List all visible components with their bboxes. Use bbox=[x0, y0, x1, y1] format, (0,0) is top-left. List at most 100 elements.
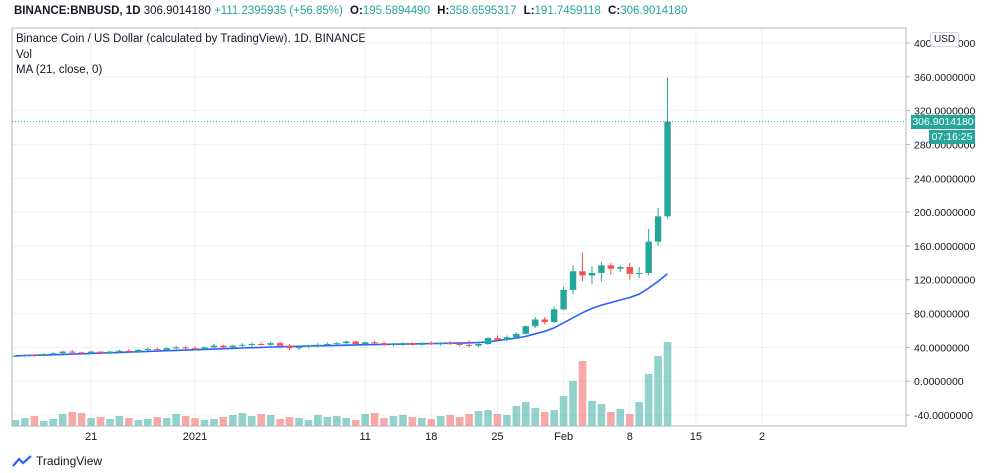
candle-body bbox=[163, 348, 170, 350]
high-value: 358.6595317 bbox=[449, 5, 517, 17]
tradingview-brand[interactable]: TradingView bbox=[12, 454, 102, 468]
volume-bar bbox=[210, 419, 218, 426]
candle-body bbox=[598, 265, 605, 273]
chart-frame bbox=[11, 27, 907, 427]
candle-body bbox=[456, 343, 463, 345]
volume-bar bbox=[446, 415, 454, 426]
candle-body bbox=[645, 241, 652, 273]
chart-title: Binance Coin / US Dollar (calculated by … bbox=[16, 33, 367, 45]
volume-bar bbox=[380, 418, 388, 426]
volume-bar bbox=[229, 415, 237, 426]
volume-bar bbox=[503, 415, 511, 426]
volume-bar bbox=[531, 408, 540, 426]
volume-bar bbox=[219, 417, 228, 426]
volume-bar bbox=[247, 416, 256, 426]
candle-body bbox=[636, 272, 643, 274]
brand-name: TradingView bbox=[36, 454, 103, 468]
y-tick-label: 120.0000000 bbox=[914, 275, 975, 287]
candle-body bbox=[31, 354, 38, 356]
volume-bar bbox=[58, 414, 67, 426]
volume-bar bbox=[654, 356, 662, 426]
volume-bar bbox=[616, 409, 625, 426]
volume-bar bbox=[389, 416, 398, 426]
volume-bar bbox=[125, 418, 133, 426]
volume-bar bbox=[588, 401, 596, 426]
volume-bar bbox=[11, 420, 20, 426]
candle-body bbox=[21, 354, 29, 356]
y-tick-label: 200.0000000 bbox=[914, 207, 975, 219]
y-tick-label: 240.0000000 bbox=[914, 173, 975, 185]
candle-body bbox=[588, 272, 596, 276]
volume-bar bbox=[40, 421, 48, 426]
volume-bar bbox=[87, 418, 95, 426]
volume-bar bbox=[465, 414, 473, 426]
candle-body bbox=[626, 267, 633, 274]
candle-body bbox=[361, 342, 369, 344]
volume-legend[interactable]: Vol bbox=[16, 49, 32, 61]
open-value: 195.5894490 bbox=[362, 5, 430, 17]
candle-body bbox=[617, 267, 624, 269]
symbol-name[interactable]: BINANCE:BNBUSD, 1D bbox=[14, 5, 141, 17]
volume-bar bbox=[522, 402, 530, 426]
candle-body bbox=[210, 345, 218, 348]
volume-bar bbox=[569, 381, 577, 426]
candle-body bbox=[541, 319, 548, 322]
volume-bar bbox=[597, 404, 606, 426]
candle-body bbox=[390, 343, 397, 345]
y-tick-label: 40.0000000 bbox=[914, 342, 970, 354]
x-tick-label: 25 bbox=[491, 431, 503, 443]
candle-body bbox=[333, 343, 340, 345]
candle-body bbox=[475, 343, 482, 346]
volume-bar bbox=[578, 361, 587, 426]
candle-body bbox=[116, 350, 123, 352]
candle-body bbox=[579, 271, 586, 276]
close-label: C: bbox=[608, 5, 621, 17]
x-tick-label: 15 bbox=[690, 431, 702, 443]
candle-body bbox=[371, 342, 378, 344]
ma-legend[interactable]: MA (21, close, 0) bbox=[16, 64, 103, 76]
volume-bar bbox=[106, 419, 114, 426]
volume-bar bbox=[427, 419, 436, 426]
volume-bar bbox=[115, 416, 124, 426]
volume-bar bbox=[351, 420, 360, 426]
candle-body bbox=[305, 345, 312, 347]
low-label: L: bbox=[523, 5, 535, 17]
ma-line bbox=[15, 273, 669, 357]
axes: 400.0000000360.0000000320.0000000280.000… bbox=[11, 27, 975, 443]
x-tick-label: 8 bbox=[627, 431, 633, 443]
low-value: 191.7459118 bbox=[534, 5, 601, 17]
candle-body bbox=[12, 355, 19, 357]
currency-button[interactable]: USD bbox=[930, 32, 960, 47]
candle-body bbox=[664, 121, 671, 217]
candle-body bbox=[513, 333, 520, 338]
candle-body bbox=[125, 350, 133, 352]
candle-body bbox=[40, 354, 48, 356]
bar-countdown: 07:16:25 bbox=[929, 130, 975, 144]
candle-body bbox=[550, 309, 558, 322]
candle-body bbox=[267, 343, 274, 345]
volume-bar bbox=[370, 413, 379, 426]
volume-bar bbox=[314, 415, 322, 426]
y-tick-label: 360.0000000 bbox=[914, 72, 975, 84]
candle-body bbox=[465, 344, 473, 346]
last-price: 306.9014180 bbox=[143, 5, 211, 17]
volume-bar bbox=[172, 414, 180, 426]
candle-body bbox=[409, 343, 416, 345]
candle-body bbox=[78, 352, 85, 354]
volume-bar bbox=[49, 419, 58, 426]
candle-body bbox=[522, 326, 529, 334]
close-value: 306.9014180 bbox=[620, 5, 688, 17]
candle-body bbox=[135, 349, 142, 352]
volume-bar bbox=[285, 417, 294, 426]
candle-body bbox=[220, 345, 227, 348]
y-tick-label: 80.0000000 bbox=[914, 309, 970, 321]
candle-body bbox=[106, 351, 114, 354]
x-tick-label: 2 bbox=[759, 431, 765, 443]
volume-bar bbox=[333, 416, 341, 426]
candle-body bbox=[191, 348, 199, 350]
volume-bar bbox=[644, 374, 653, 426]
candle-body bbox=[447, 343, 454, 345]
volume-bar bbox=[484, 410, 492, 426]
x-tick-label: 18 bbox=[425, 431, 437, 443]
